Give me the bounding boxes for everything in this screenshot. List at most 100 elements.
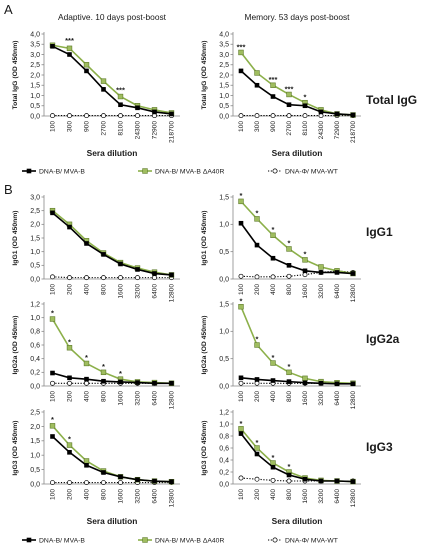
data-point-dna-b-mva-b [334, 381, 340, 387]
significance-marker: * [272, 225, 275, 234]
x-tick-label: 6400 [152, 391, 159, 406]
data-point-dna-b-mva-b-da40r [270, 82, 276, 88]
data-point-dna-b-mva-b [350, 271, 356, 276]
data-point-dna-b-mva-b [334, 270, 340, 275]
data-point-dna-phi-mva-wt [67, 113, 72, 119]
significance-marker: * [304, 250, 307, 259]
x-tick-label: 800 [101, 391, 108, 402]
significance-marker: *** [237, 42, 246, 51]
data-point-dna-b-mva-b-da40r [100, 78, 107, 84]
chart-2: 0,0 0,5 1,0 1,5 2,0 2,5 3,0 100 200 400 800 1600 320… [12, 194, 180, 302]
y-tick-label: 3,0 [30, 194, 40, 201]
y-axis-label: Total IgG (OD 450nm) [201, 41, 208, 110]
x-tick-label: 72900 [334, 121, 341, 140]
data-point-dna-b-mva-b [286, 472, 292, 478]
significance-marker: * [240, 191, 243, 200]
data-point-dna-b-mva-b-da40r [302, 375, 308, 382]
y-tick-label: 0,5 [30, 467, 40, 474]
data-point-dna-b-mva-b [101, 470, 106, 475]
x-tick-label: 12800 [169, 489, 176, 508]
data-point-dna-b-mva-b-da40r [49, 316, 56, 322]
x-tick-label: 1600 [302, 284, 309, 299]
x-tick-label: 3200 [318, 391, 325, 406]
panel-letter-b: B [4, 182, 13, 197]
row-label-total-igg: Total IgG [366, 93, 417, 107]
data-point-dna-b-mva-b-da40r [66, 442, 73, 448]
data-point-dna-b-mva-b-da40r [117, 93, 124, 100]
y-tick-label: 2,0 [219, 72, 229, 79]
y-tick-label: 3,0 [219, 52, 229, 59]
data-point-dna-b-mva-b [254, 82, 260, 88]
data-point-dna-b-mva-b-da40r [238, 426, 244, 432]
data-point-dna-b-mva-b [334, 111, 340, 117]
x-tick-label: 6400 [334, 284, 341, 299]
data-point-dna-phi-mva-wt [286, 478, 292, 484]
data-point-dna-phi-mva-wt [302, 272, 308, 278]
data-point-dna-phi-mva-wt [50, 274, 55, 280]
significance-marker: * [68, 337, 71, 346]
data-point-dna-b-mva-b [286, 263, 292, 268]
data-point-dna-b-mva-b [270, 255, 276, 261]
significance-marker: * [240, 296, 243, 305]
data-point-dna-b-mva-b [67, 224, 72, 230]
y-tick-label: 0,6 [219, 445, 229, 452]
x-tick-label: 800 [286, 489, 293, 500]
data-point-dna-b-mva-b [238, 220, 244, 226]
row-label-igg2a: IgG2a [366, 332, 400, 346]
x-tick-label: 200 [67, 284, 74, 295]
y-tick-label: 1,0 [219, 222, 229, 229]
y-tick-label: 0,0 [219, 481, 229, 488]
legend-item-dna-b-mva-b-swatch-marker [26, 537, 32, 543]
data-point-dna-b-mva-b [50, 210, 55, 216]
x-tick-label: 8100 [118, 121, 125, 136]
data-point-dna-phi-mva-wt [238, 380, 244, 386]
x-tick-label: 800 [101, 284, 108, 295]
significance-marker: * [256, 209, 259, 218]
data-point-dna-phi-mva-wt [84, 113, 89, 119]
data-point-dna-phi-mva-wt [101, 275, 106, 281]
data-point-dna-b-mva-b [318, 478, 324, 484]
data-point-dna-phi-mva-wt [270, 477, 276, 483]
x-tick-label: 3200 [135, 284, 142, 299]
data-point-dna-b-mva-b [254, 242, 260, 248]
row-label-igg3: IgG3 [366, 440, 393, 454]
data-point-dna-b-mva-b-da40r [238, 304, 244, 310]
significance-marker: * [288, 239, 291, 248]
x-tick-label: 200 [254, 284, 261, 295]
y-tick-label: 2,0 [30, 424, 40, 431]
data-point-dna-b-mva-b [50, 44, 55, 49]
x-tick-label: 200 [254, 391, 261, 402]
y-tick-label: 0,4 [30, 356, 40, 363]
x-tick-label: 6400 [334, 489, 341, 504]
data-point-dna-b-mva-b [118, 102, 123, 108]
data-point-dna-b-mva-b [118, 474, 123, 480]
y-axis-label: IgG1 (OD 450nm) [201, 210, 208, 265]
data-point-dna-b-mva-b [350, 479, 356, 484]
y-tick-label: 1,5 [30, 235, 40, 242]
legend-item-dna-b-mva-b-label: DNA-B/ MVA-B [39, 168, 85, 175]
data-point-dna-b-mva-b [318, 380, 324, 386]
x-tick-label: 12800 [169, 284, 176, 303]
data-point-dna-b-mva-b [238, 375, 244, 381]
data-point-dna-b-mva-b [84, 462, 89, 468]
y-tick-label: 1,0 [30, 453, 40, 460]
significance-marker: * [119, 369, 122, 378]
series-dna-b-mva-b-line [52, 45, 172, 115]
data-point-dna-b-mva-b-da40r [302, 257, 308, 263]
data-point-dna-phi-mva-wt [254, 274, 260, 280]
legend-1: DNA-B/ MVA-B DNA-B/ MVA-B ΔA40R DNA-Φ/ MVA… [22, 537, 338, 544]
series-dna-b-mva-b-line [240, 222, 354, 275]
significance-marker: * [288, 362, 291, 371]
data-point-dna-b-mva-b [169, 380, 174, 386]
x-tick-label: 200 [67, 489, 74, 500]
y-tick-label: 1,5 [30, 83, 40, 90]
data-point-dna-b-mva-b [270, 94, 276, 99]
x-tick-label: 900 [84, 121, 91, 132]
significance-marker: * [85, 353, 88, 362]
y-tick-label: 0,0 [219, 383, 229, 390]
y-tick-label: 0,5 [219, 103, 229, 110]
legend-item-dna-phi-mva-wt-swatch-marker [272, 168, 278, 174]
x-tick-label: 218700 [350, 121, 357, 143]
y-tick-label: 2,0 [30, 72, 40, 79]
y-tick-label: 3,5 [219, 42, 229, 49]
